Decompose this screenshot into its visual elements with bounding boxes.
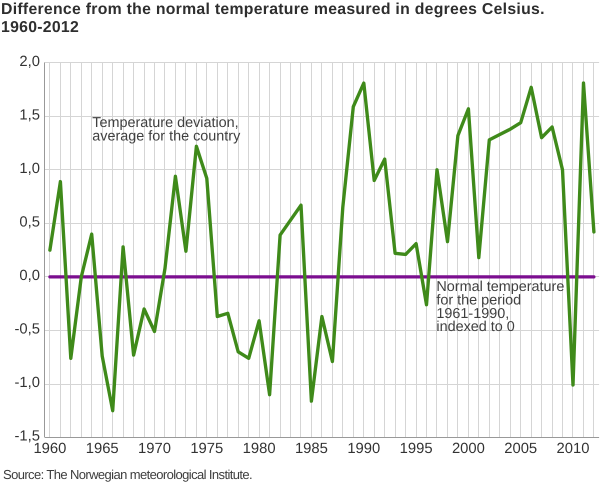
svg-text:1965: 1965 xyxy=(86,441,119,457)
svg-text:2,0: 2,0 xyxy=(19,54,40,70)
svg-text:1960: 1960 xyxy=(33,441,66,457)
svg-text:Normal temperature: Normal temperature xyxy=(436,279,564,295)
svg-text:1961-1990,: 1961-1990, xyxy=(436,306,509,322)
svg-text:1995: 1995 xyxy=(400,441,433,457)
svg-text:-0,5: -0,5 xyxy=(15,321,41,337)
svg-text:Temperature deviation,: Temperature deviation, xyxy=(92,115,238,131)
svg-text:2010: 2010 xyxy=(557,441,590,457)
svg-text:-1,5: -1,5 xyxy=(15,428,41,444)
svg-text:average for the country: average for the country xyxy=(92,129,241,145)
svg-text:2000: 2000 xyxy=(452,441,485,457)
svg-text:1,0: 1,0 xyxy=(19,161,40,177)
svg-text:1,5: 1,5 xyxy=(19,107,40,123)
svg-text:1980: 1980 xyxy=(243,441,276,457)
svg-text:1970: 1970 xyxy=(138,441,171,457)
svg-text:1985: 1985 xyxy=(295,441,328,457)
svg-text:-1,0: -1,0 xyxy=(15,375,41,391)
svg-text:for the period: for the period xyxy=(436,292,521,308)
svg-text:2005: 2005 xyxy=(504,441,537,457)
svg-text:1975: 1975 xyxy=(190,441,223,457)
svg-text:0,5: 0,5 xyxy=(19,214,40,230)
svg-text:0,0: 0,0 xyxy=(19,268,40,284)
svg-text:1990: 1990 xyxy=(347,441,380,457)
svg-text:indexed to 0: indexed to 0 xyxy=(436,319,514,335)
